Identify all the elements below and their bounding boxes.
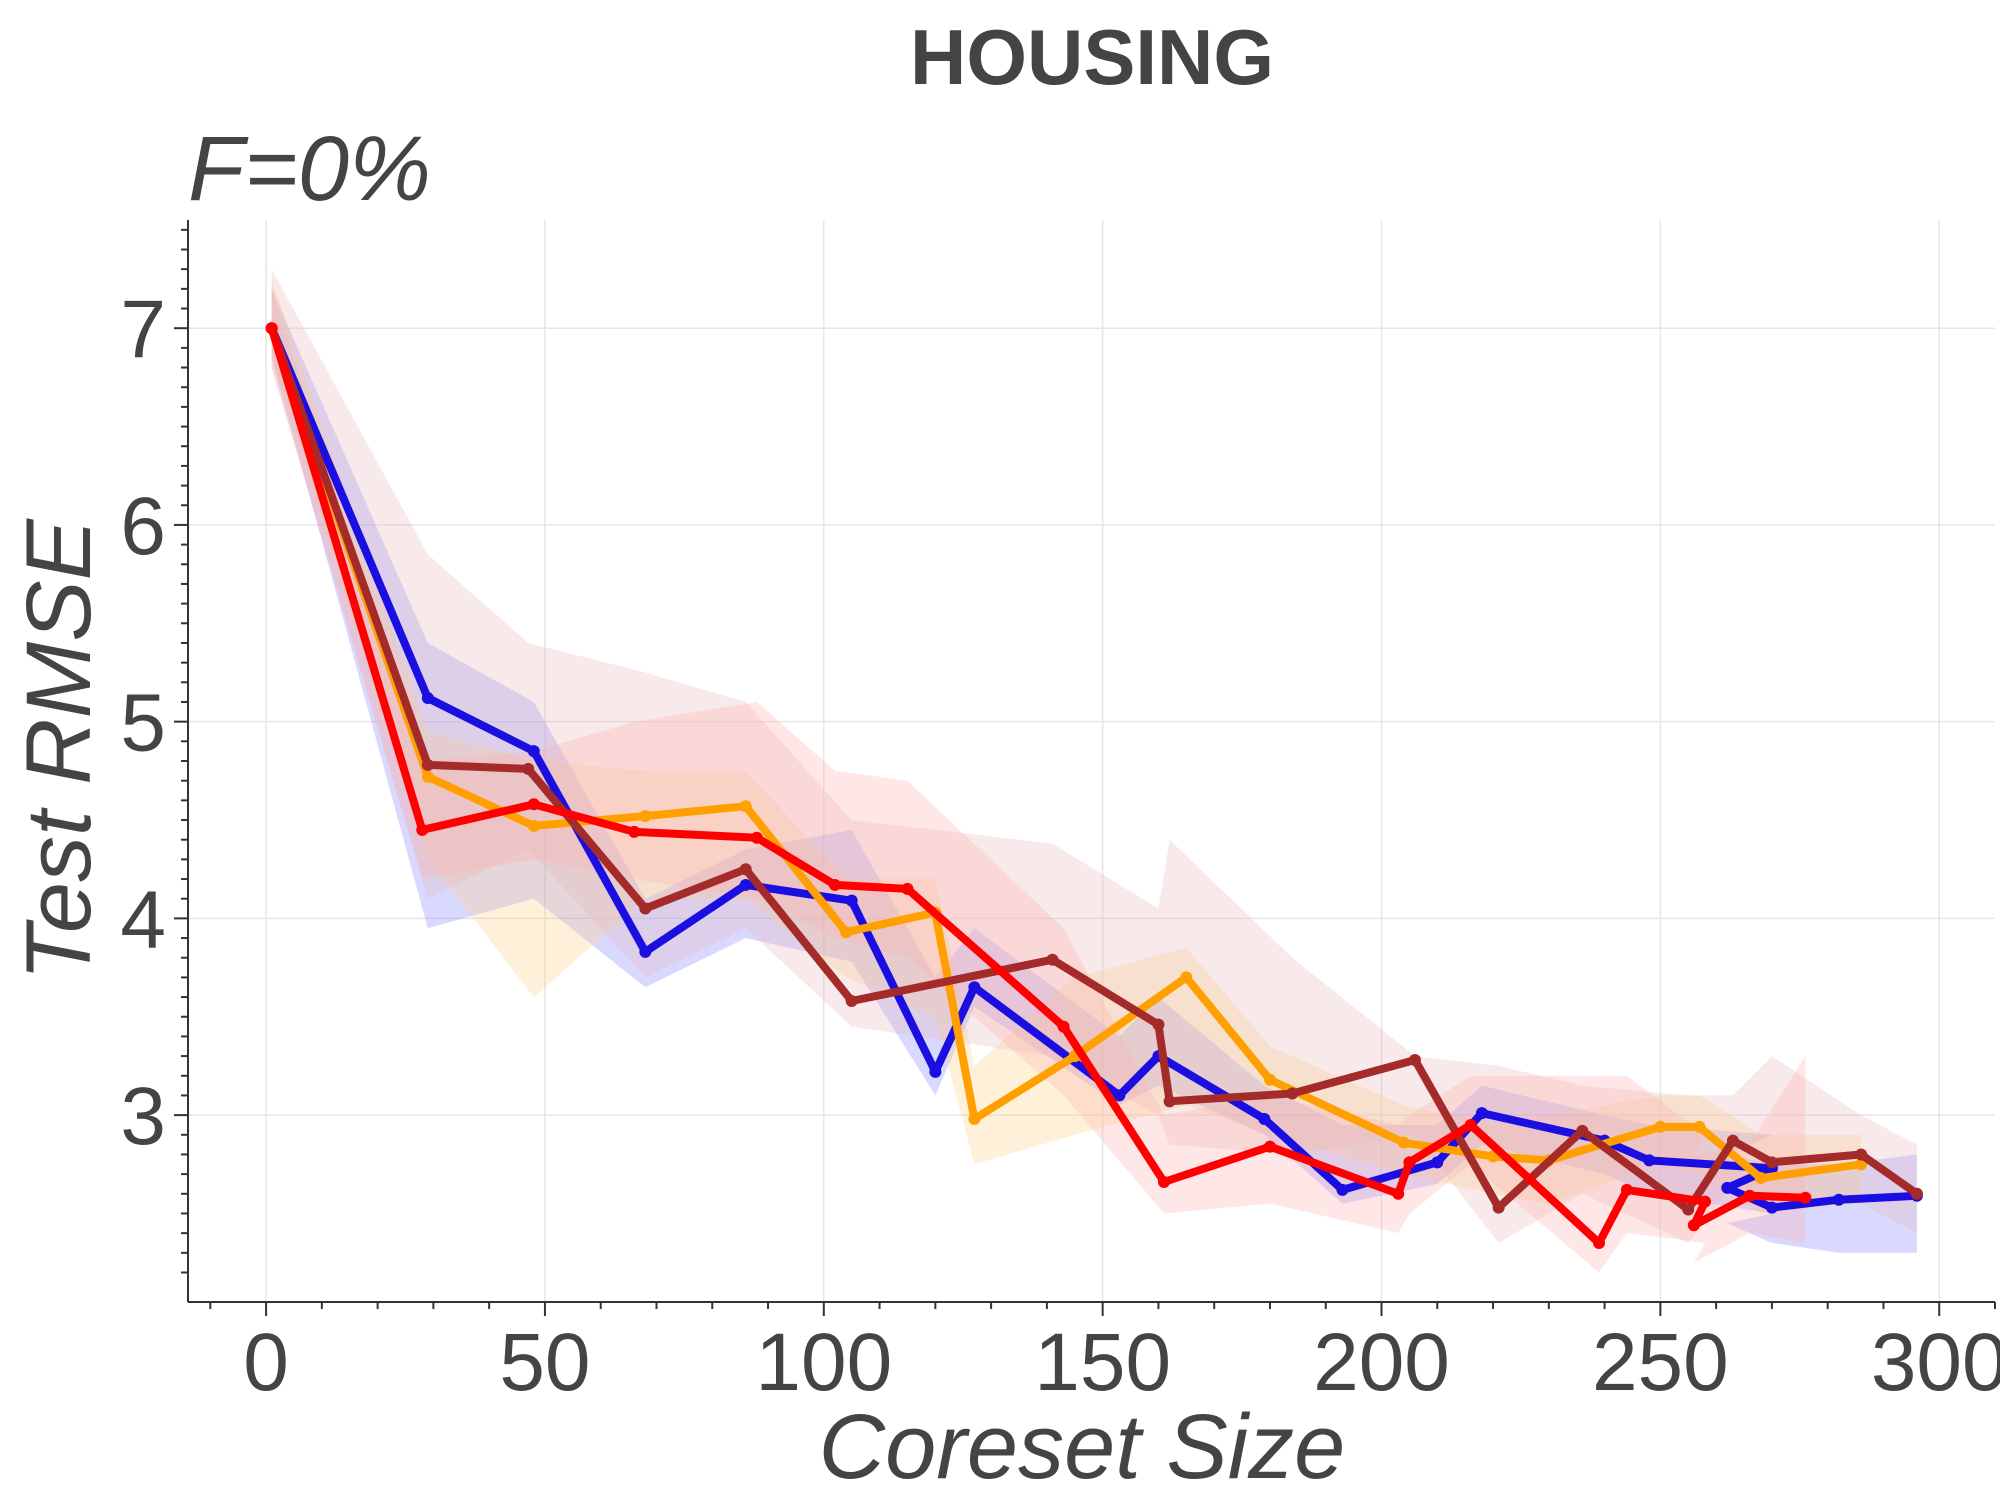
series-4-point xyxy=(1057,1020,1070,1033)
series-2-point xyxy=(1180,971,1193,984)
y-tick-label: 4 xyxy=(120,874,166,965)
series-1-point xyxy=(639,945,652,958)
y-tick-label: 6 xyxy=(120,481,166,572)
x-tick-label: 150 xyxy=(1034,1317,1171,1408)
series-2-point xyxy=(527,819,540,832)
series-3-point xyxy=(1855,1148,1868,1161)
series-3-point xyxy=(1682,1203,1695,1216)
series-4-point xyxy=(901,882,914,895)
y-tick-label: 7 xyxy=(120,284,166,375)
series-2-point xyxy=(968,1113,981,1126)
series-3-point xyxy=(1726,1134,1739,1147)
y-axis-label: Test RMSE xyxy=(8,517,110,980)
chart-subtitle: F=0% xyxy=(188,118,431,220)
x-tick-label: 300 xyxy=(1871,1317,2000,1408)
series-2-point xyxy=(1397,1136,1410,1149)
series-2-point xyxy=(739,800,752,813)
series-3-point xyxy=(739,863,752,876)
series-2-point xyxy=(1693,1120,1706,1133)
series-3-point xyxy=(1576,1124,1589,1137)
series-4-point xyxy=(1158,1175,1171,1188)
series-1-point xyxy=(527,745,540,758)
series-1-point xyxy=(1475,1107,1488,1120)
x-tick-label: 250 xyxy=(1592,1317,1729,1408)
series-4-point xyxy=(628,825,641,838)
series-3-point xyxy=(1163,1095,1176,1108)
x-tick-label: 0 xyxy=(243,1317,289,1408)
series-1-point xyxy=(1721,1181,1734,1194)
series-1-point xyxy=(1258,1113,1271,1126)
series-3-band xyxy=(271,269,1917,1243)
y-tick-label: 3 xyxy=(120,1071,166,1162)
series-1-point xyxy=(1765,1201,1778,1214)
series-1-point xyxy=(845,894,858,907)
series-2-point xyxy=(639,810,652,823)
series-1-point xyxy=(1643,1154,1656,1167)
series-4-point xyxy=(416,823,429,836)
x-tick-label: 200 xyxy=(1313,1317,1450,1408)
series-4-point xyxy=(1620,1183,1633,1196)
series-3-point xyxy=(639,902,652,915)
x-tick-label: 50 xyxy=(499,1317,590,1408)
series-4-point xyxy=(750,831,763,844)
series-4-band xyxy=(271,288,1806,1273)
grid xyxy=(188,220,1995,1302)
series-4-point xyxy=(1593,1236,1606,1249)
series-3-point xyxy=(1152,1018,1165,1031)
x-axis-label: Coreset Size xyxy=(819,1396,1346,1498)
series-3-point xyxy=(421,758,434,771)
series-2-line xyxy=(267,324,1866,1183)
series-1-point xyxy=(1336,1183,1349,1196)
series-2-point xyxy=(1263,1073,1276,1086)
series-4-point xyxy=(1464,1118,1477,1131)
series-3-line xyxy=(267,324,1921,1214)
series-4-point xyxy=(1698,1195,1711,1208)
series-4-point xyxy=(1687,1219,1700,1232)
series-1-point xyxy=(968,981,981,994)
series-3-point xyxy=(1046,953,1059,966)
series-1-point xyxy=(739,878,752,891)
series-lines xyxy=(265,322,1923,1249)
series-3-point xyxy=(1408,1054,1421,1067)
series-4-point xyxy=(828,878,841,891)
series-3-point xyxy=(1765,1156,1778,1169)
series-1-point xyxy=(929,1065,942,1078)
chart-title: HOUSING xyxy=(910,13,1274,101)
x-tick-label: 100 xyxy=(755,1317,892,1408)
series-4-point xyxy=(1263,1140,1276,1153)
series-4-point xyxy=(1392,1187,1405,1200)
series-3-point xyxy=(845,995,858,1008)
series-1-point xyxy=(1431,1156,1444,1169)
series-3-point xyxy=(522,762,535,775)
axes xyxy=(174,220,1996,1316)
series-3-point xyxy=(1286,1087,1299,1100)
series-4-point xyxy=(265,322,278,335)
series-2-point xyxy=(840,926,853,939)
series-1-point xyxy=(1832,1193,1845,1206)
series-2-point xyxy=(421,770,434,783)
series-2-point xyxy=(1754,1172,1767,1185)
series-1-band xyxy=(271,288,1917,1253)
tick-labels: 0 50 100 150 200 250 300 3 4 5 6 7 xyxy=(120,284,2000,1408)
y-tick-label: 5 xyxy=(120,678,166,769)
series-1-point xyxy=(1113,1089,1126,1102)
series-2-point xyxy=(1654,1120,1667,1133)
series-4-point xyxy=(1799,1191,1812,1204)
series-3-point xyxy=(1492,1201,1505,1214)
series-4-point xyxy=(1743,1189,1756,1202)
series-4-point xyxy=(527,798,540,811)
series-1-point xyxy=(421,692,434,705)
series-3-point xyxy=(1910,1187,1923,1200)
series-4-point xyxy=(1403,1156,1416,1169)
